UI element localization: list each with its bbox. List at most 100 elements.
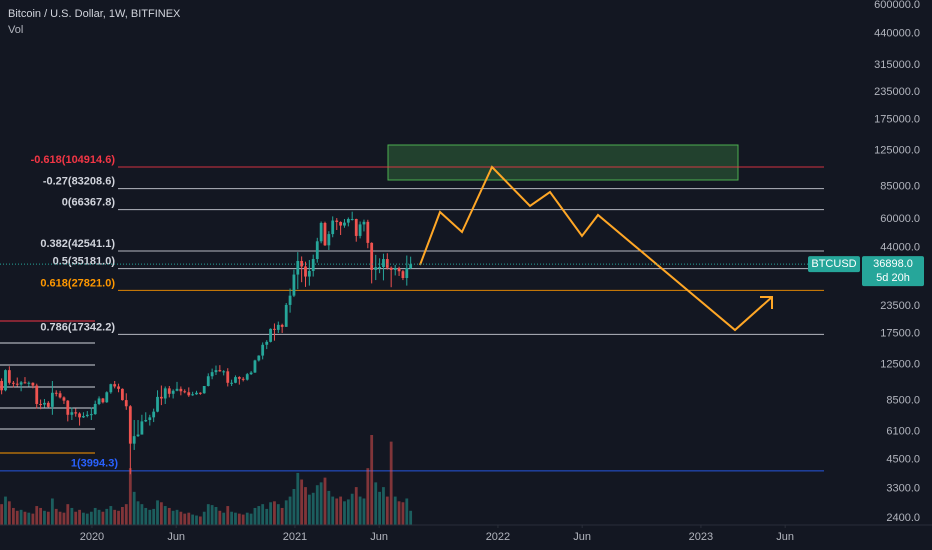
volume-bar [335,498,339,525]
volume-bar [210,505,214,525]
candle-body [354,218,358,236]
candle-body [288,295,292,305]
candle-body [253,360,257,373]
candle-body [269,328,272,342]
candle-body [393,268,397,270]
candle-body [343,222,346,226]
candle-body [78,413,81,418]
volume-bar [323,477,327,525]
volume-bar [121,507,124,525]
y-tick-label: 175000.0 [874,113,920,125]
candle-body [148,417,152,421]
volume-bar [101,511,105,525]
candle-body [234,377,237,383]
candle-body [222,371,226,373]
x-tick-label: 2020 [80,531,104,543]
price-badge [862,256,924,287]
candle-body [89,414,93,416]
candle-body [198,392,202,394]
volume-bar [105,508,109,525]
candle-body [245,374,249,380]
candle-body [85,414,89,417]
volume-bar [234,512,237,525]
candle-body [159,396,163,399]
candle-body [27,382,31,384]
candle-body [35,385,39,404]
candle-body [265,341,269,345]
volume-bar [0,504,4,525]
volume-bar [82,512,85,525]
y-tick-label: 440000.0 [874,28,920,40]
fib-label: 0(66367.8) [62,197,116,209]
candle-body [175,388,179,391]
candle-body [101,398,105,403]
volume-bar [175,509,179,525]
volume-bar [163,506,167,525]
volume-bar [167,507,171,525]
candle-body [46,402,50,407]
volume-bar [327,490,331,525]
candle-body [327,234,331,246]
candle-body [307,270,311,277]
candle-body [195,392,198,395]
candle-body [350,218,354,220]
volume-bar [140,504,144,525]
volume-bar [226,506,230,525]
candle-body [136,434,140,437]
candle-body [74,412,78,414]
volume-bar [401,502,405,525]
candle-body [66,400,70,415]
volume-bar [206,504,210,525]
volume-bar [35,506,39,525]
volume-bar [11,507,15,525]
candle-body [335,220,339,222]
volume-bar [144,507,148,525]
candle-body [292,274,296,296]
x-tick-label: 2023 [689,531,713,543]
candle-body [280,324,284,327]
candle-body [405,268,409,279]
y-tick-label: 235000.0 [874,86,920,98]
candle-body [121,388,124,401]
volume-bar [253,507,257,525]
candle-body [202,385,206,394]
volume-bar [284,500,288,525]
volume-bar [405,498,409,525]
candle-body [382,259,385,267]
volume-bar [93,507,97,525]
candle-body [58,393,62,398]
candle-body [117,386,120,389]
volume-bar [296,472,300,525]
volume-bar [109,506,113,525]
candle-body [140,421,144,435]
volume-bar [179,511,183,525]
candle-body [31,382,35,386]
volume-bar [245,512,249,525]
countdown-label: 5d 20h [876,272,910,284]
y-tick-label: 600000.0 [874,0,920,11]
target-box [387,144,739,181]
volume-bar [128,468,132,525]
candle-body [397,268,401,272]
x-tick-label: Jun [573,531,591,543]
volume-bar [288,496,292,525]
candle-body [261,344,265,356]
volume-bar [97,509,101,525]
candle-body [273,328,276,330]
volume-bar [159,502,163,525]
volume-bar [276,504,280,525]
volume-bar [374,482,378,525]
candle-body [97,398,101,404]
volume-bar [397,501,401,525]
volume-bar [378,491,381,525]
y-tick-label: 4500.0 [886,454,920,466]
volume-bar [58,511,62,525]
candle-body [409,264,413,269]
volume-bar [292,489,296,525]
candle-body [249,372,253,375]
volume-bar [202,511,206,525]
volume-bar [4,496,7,525]
y-tick-label: 85000.0 [880,181,920,193]
volume-bar [370,435,374,525]
candle-body [315,241,319,260]
